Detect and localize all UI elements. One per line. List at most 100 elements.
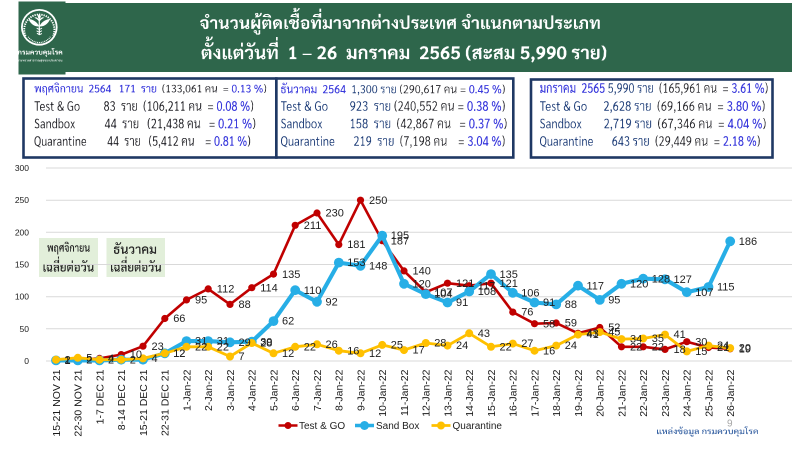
svg-text:28: 28 [260,338,272,350]
svg-text:140: 140 [413,266,431,278]
svg-text:31: 31 [195,336,207,348]
svg-text:117: 117 [587,280,605,292]
svg-text:107: 107 [695,287,713,299]
svg-text:12: 12 [173,348,185,360]
svg-text:24: 24 [456,340,468,352]
svg-text:153: 153 [347,257,365,269]
svg-text:15: 15 [695,346,707,358]
svg-text:29: 29 [239,337,251,349]
svg-text:8-14 DEC 21: 8-14 DEC 21 [116,369,128,430]
svg-text:300: 300 [15,163,29,173]
svg-text:24: 24 [717,340,729,352]
svg-text:117: 117 [478,280,496,292]
svg-text:25: 25 [391,340,403,352]
svg-text:230: 230 [326,208,344,220]
svg-text:187: 187 [391,235,409,247]
svg-text:12: 12 [282,348,294,360]
svg-text:26: 26 [326,339,338,351]
svg-text:112: 112 [217,284,235,296]
svg-text:121: 121 [456,278,474,290]
svg-text:250: 250 [369,195,387,207]
svg-text:23-Jan-22: 23-Jan-22 [660,369,672,416]
svg-text:24: 24 [565,340,577,352]
svg-text:195: 195 [391,230,409,242]
svg-text:34: 34 [630,334,642,346]
svg-text:13-Jan-22: 13-Jan-22 [442,369,454,416]
svg-text:59: 59 [565,318,577,330]
svg-text:22: 22 [217,341,229,353]
svg-text:95: 95 [608,295,620,307]
svg-text:9-Jan-22: 9-Jan-22 [355,369,367,411]
svg-text:19-Jan-22: 19-Jan-22 [573,369,585,416]
svg-text:1: 1 [65,355,71,367]
svg-text:127: 127 [674,274,692,286]
svg-text:35: 35 [652,333,664,345]
svg-text:43: 43 [587,328,599,340]
svg-text:22-30 NOV 21: 22-30 NOV 21 [73,369,85,436]
svg-text:27: 27 [521,338,533,350]
svg-text:120: 120 [413,278,431,290]
svg-text:4: 4 [108,353,114,365]
svg-text:Quarantine: Quarantine [453,421,503,432]
svg-text:22-Jan-22: 22-Jan-22 [638,369,650,416]
svg-text:4: 4 [152,353,158,365]
svg-text:41: 41 [587,329,599,341]
svg-text:26-Jan-22: 26-Jan-22 [725,369,737,416]
svg-text:2: 2 [65,354,71,366]
svg-text:10: 10 [130,349,142,361]
svg-text:120: 120 [630,278,648,290]
svg-text:25-Jan-22: 25-Jan-22 [703,369,715,416]
svg-text:200: 200 [15,227,29,237]
svg-text:7-Jan-22: 7-Jan-22 [312,369,324,411]
svg-text:66: 66 [173,313,185,325]
svg-text:12-Jan-22: 12-Jan-22 [421,369,433,416]
svg-text:22: 22 [630,341,642,353]
svg-text:2: 2 [130,354,136,366]
svg-text:62: 62 [282,316,294,328]
svg-text:45: 45 [608,327,620,339]
svg-text:250: 250 [15,195,29,205]
svg-text:128: 128 [652,273,670,285]
svg-text:17-Jan-22: 17-Jan-22 [529,369,541,416]
svg-text:5: 5 [86,352,92,364]
svg-text:22: 22 [652,341,664,353]
svg-text:1-Jan-22: 1-Jan-22 [181,369,193,411]
svg-text:135: 135 [500,269,518,281]
svg-text:114: 114 [260,282,278,294]
svg-text:23: 23 [152,341,164,353]
svg-text:107: 107 [434,287,452,299]
svg-text:11-Jan-22: 11-Jan-22 [399,369,411,416]
svg-text:106: 106 [521,287,539,299]
svg-text:2: 2 [108,354,114,366]
svg-text:104: 104 [434,289,452,301]
svg-text:6-Jan-22: 6-Jan-22 [290,369,302,411]
svg-text:9: 9 [727,419,733,430]
svg-text:115: 115 [717,282,735,294]
svg-text:211: 211 [304,220,322,232]
svg-text:108: 108 [478,286,496,298]
svg-text:121: 121 [500,278,518,290]
svg-text:16: 16 [543,345,555,357]
svg-text:88: 88 [565,299,577,311]
svg-text:28: 28 [434,338,446,350]
svg-text:8-Jan-22: 8-Jan-22 [334,369,346,411]
svg-text:58: 58 [543,318,555,330]
svg-text:7: 7 [239,351,245,363]
svg-text:Test & GO: Test & GO [299,421,345,432]
svg-text:30: 30 [695,336,707,348]
svg-text:22-31 DEC 21: 22-31 DEC 21 [160,369,172,436]
svg-text:15-Jan-22: 15-Jan-22 [486,369,498,416]
svg-text:148: 148 [369,260,387,272]
svg-text:18-Jan-22: 18-Jan-22 [551,369,563,416]
svg-text:16-Jan-22: 16-Jan-22 [508,369,520,416]
svg-text:92: 92 [326,296,338,308]
svg-text:2-Jan-22: 2-Jan-22 [203,369,215,411]
svg-text:76: 76 [521,307,533,319]
svg-text:17: 17 [413,345,425,357]
svg-text:5-Jan-22: 5-Jan-22 [268,369,280,411]
svg-text:4-Jan-22: 4-Jan-22 [247,369,259,411]
svg-text:Sand Box: Sand Box [376,421,419,432]
svg-text:20: 20 [739,343,751,355]
svg-text:22: 22 [304,341,316,353]
svg-text:91: 91 [456,297,468,309]
